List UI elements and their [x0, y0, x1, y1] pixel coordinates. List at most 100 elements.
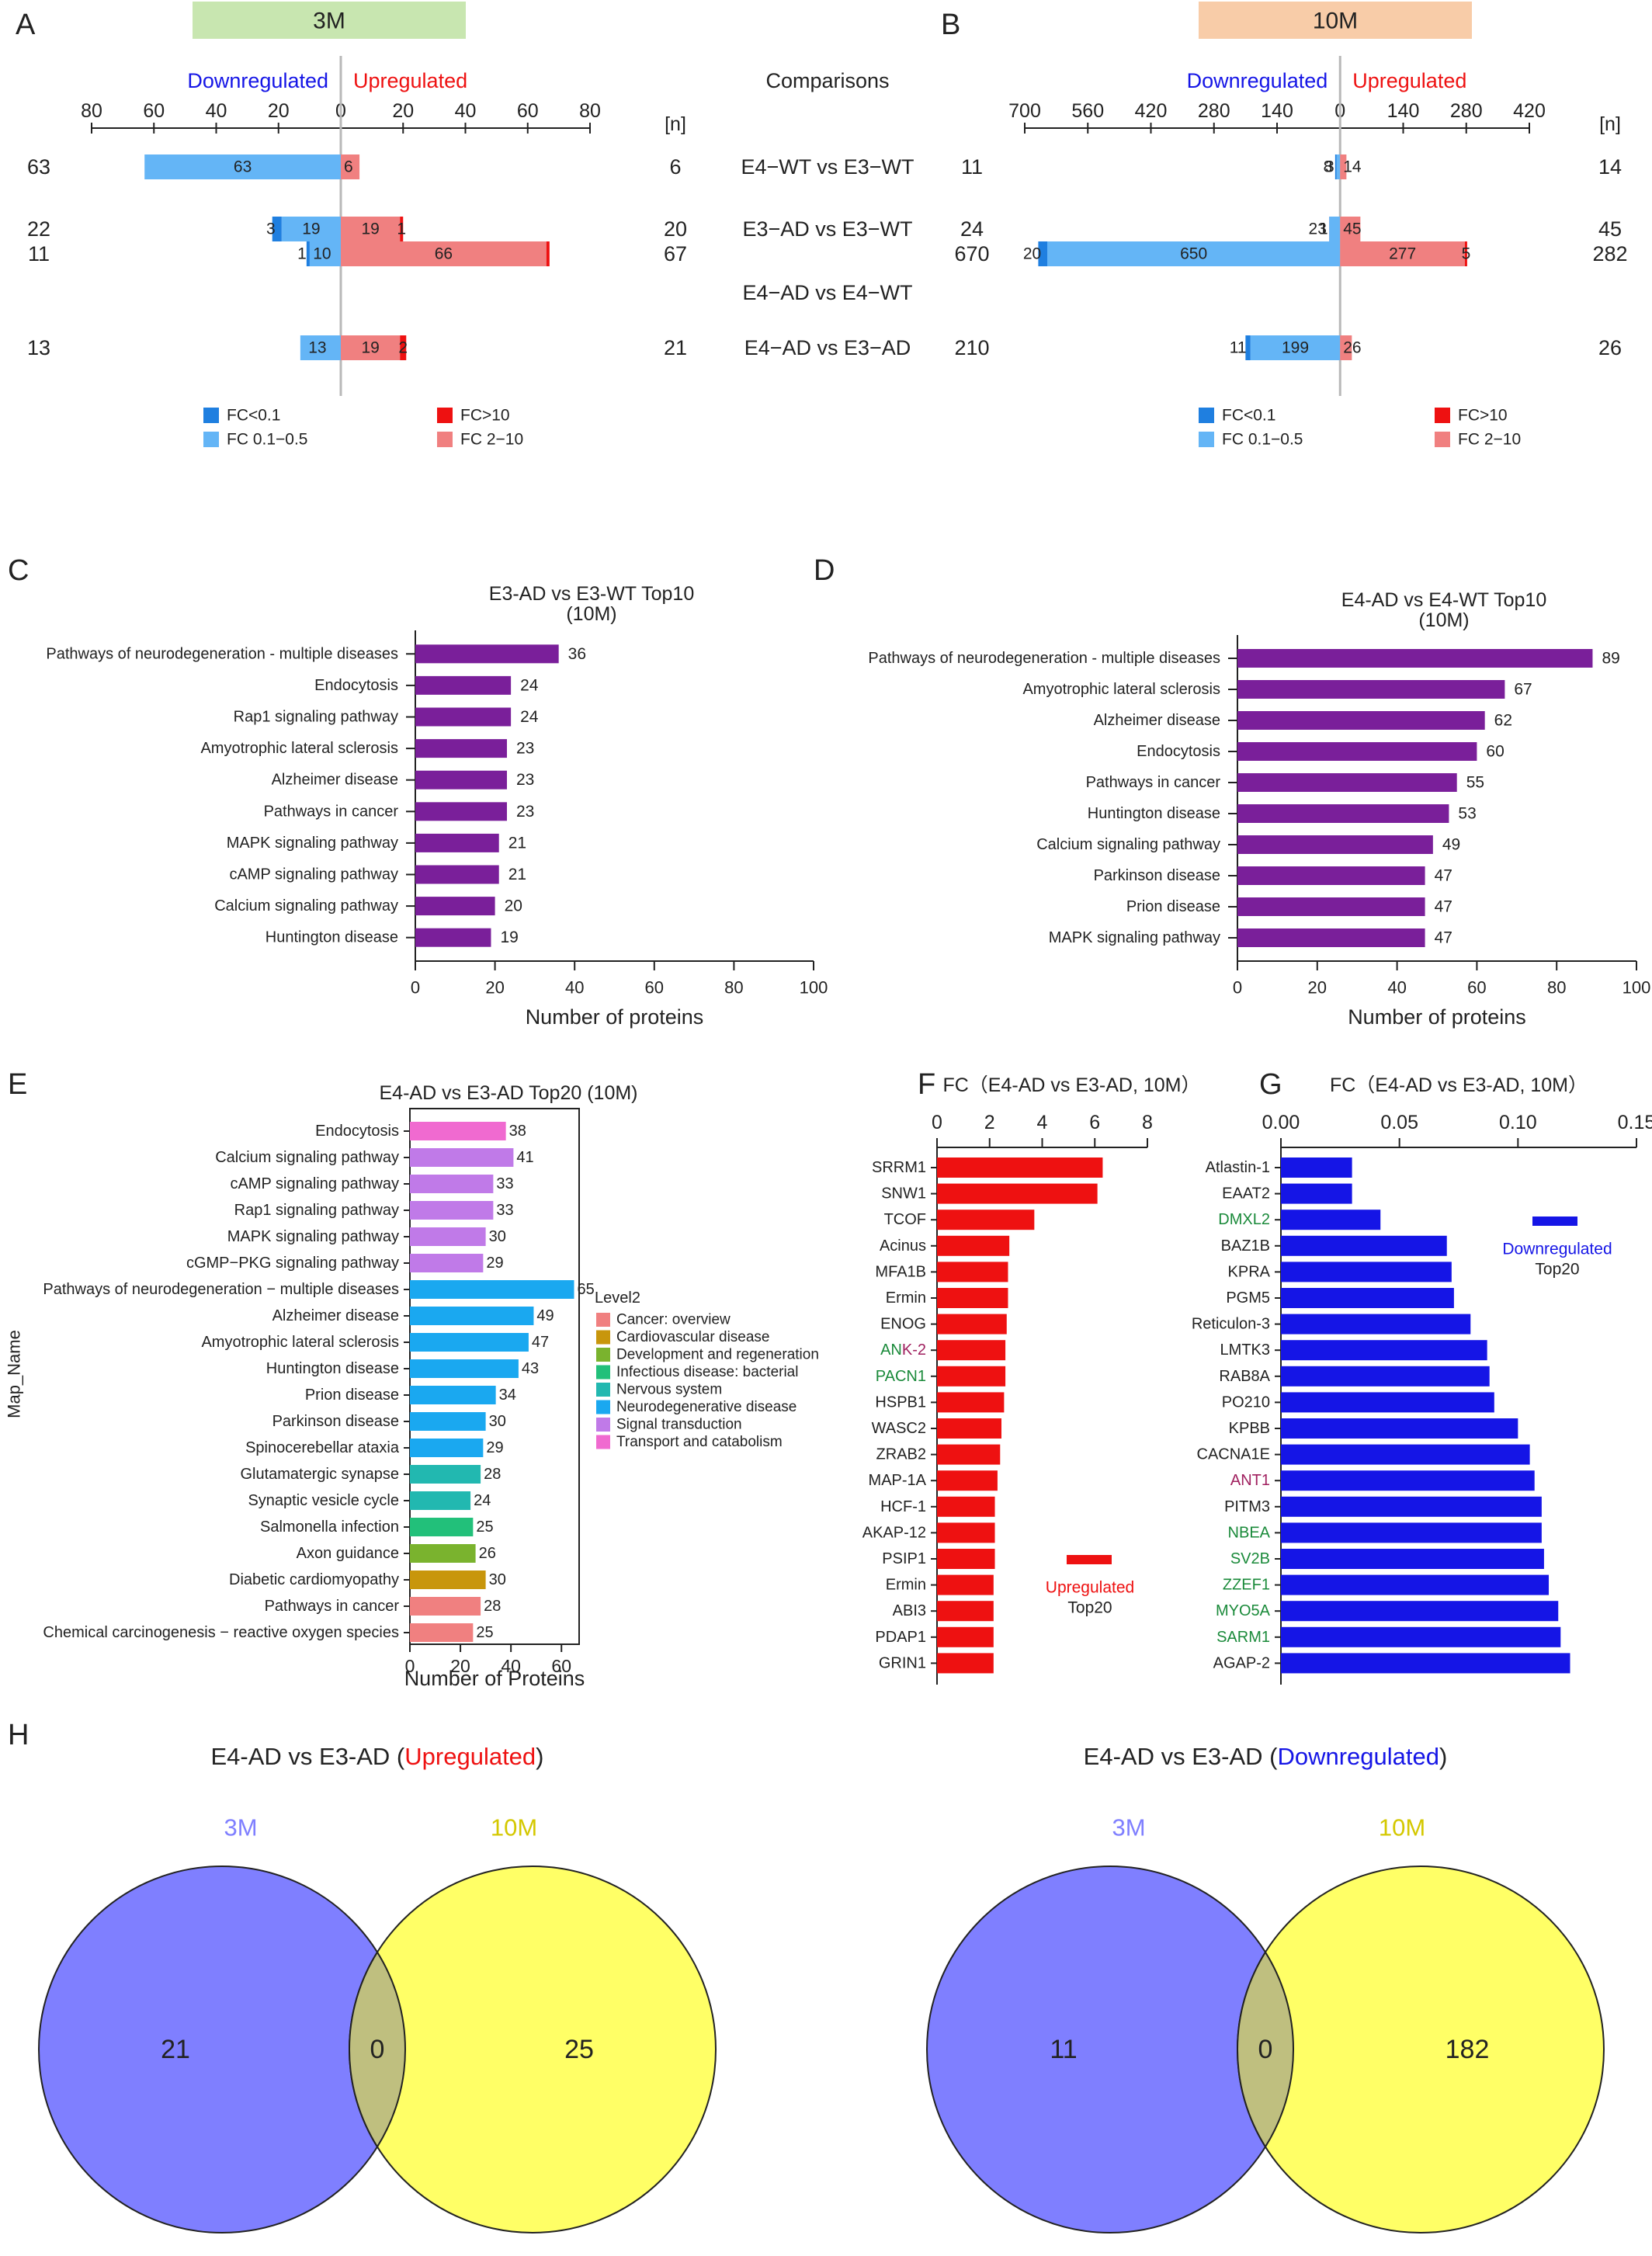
panel-e-bar — [410, 1597, 481, 1616]
panel-e-legend-swatch — [596, 1435, 610, 1449]
panel-b-legend-fc-gt-10: FC>10 — [1458, 407, 1508, 425]
panel-e-value-label: 26 — [479, 1545, 496, 1562]
panel-f-category-label: ANK-2 — [880, 1341, 926, 1359]
panel-c-value-label: 24 — [520, 676, 539, 694]
panel-d-value-label: 47 — [1435, 867, 1452, 885]
panel-c-value-label: 23 — [516, 740, 534, 758]
panel-d-x-tick-label: 0 — [1233, 978, 1242, 998]
panel-c-category-label: MAPK signaling pathway — [227, 835, 398, 852]
panel-c-category-label: Calcium signaling pathway — [214, 897, 398, 915]
panel-f-category-label: TCOF — [884, 1211, 926, 1228]
panel-g-bar — [1281, 1653, 1570, 1674]
panel-e-legend-swatch — [596, 1365, 610, 1380]
panel-f-bar — [937, 1626, 994, 1647]
panel-a-label-fc-0.1-0.5: 13 — [308, 339, 326, 357]
panel-f-category-label: AKAP-12 — [862, 1524, 926, 1541]
panel-c-value-label: 21 — [508, 834, 526, 852]
panel-b-bar-fc-2-10 — [1340, 217, 1361, 241]
panel-a-bar-fc-gt-10 — [400, 217, 404, 241]
panel-b-downregulated-label: Downregulated — [1187, 69, 1328, 92]
panel-g-category-label: KPBB — [1229, 1420, 1270, 1437]
panel-g-category-label: LMTK3 — [1220, 1341, 1270, 1359]
panel-a-label-fc-0.1-0.5: 10 — [313, 245, 331, 263]
panel-c-bar — [415, 802, 507, 821]
panel-e-legend-label: Development and regeneration — [616, 1347, 819, 1363]
panel-f-bar — [937, 1235, 1010, 1256]
panel-g-x-tick-label: 0.05 — [1380, 1112, 1418, 1133]
panel-e-value-label: 34 — [499, 1387, 516, 1404]
panel-e-bar — [410, 1201, 494, 1220]
panel-h-left-value-right-only: 25 — [564, 2035, 594, 2064]
panel-f-category-label: WASC2 — [872, 1420, 926, 1437]
panel-e-legend-label: Nervous system — [616, 1382, 722, 1398]
panel-a-bar-fc-gt-10 — [546, 241, 550, 266]
panel-letter-g: G — [1259, 1068, 1282, 1101]
panel-d-category-label: Pathways in cancer — [1086, 774, 1221, 791]
panel-e-value-label: 30 — [489, 1571, 506, 1588]
panel-e-legend-label: Signal transduction — [616, 1417, 742, 1433]
panel-a-bar-fc-2-10 — [341, 335, 401, 360]
panel-e-title: E4-AD vs E3-AD Top20 (10M) — [380, 1082, 638, 1104]
panel-a-label-fc-lt-0.1: 1 — [297, 245, 307, 263]
panel-h-right-set-label-left: 3M — [1112, 1814, 1145, 1841]
panel-f-bar — [937, 1549, 995, 1569]
panel-g-category-label: SARM1 — [1216, 1629, 1270, 1646]
panel-a-bar-fc-2-10 — [341, 154, 360, 179]
panel-g-legend-label: Downregulated — [1502, 1241, 1612, 1258]
panel-f-legend-label: Upregulated — [1046, 1579, 1134, 1597]
panel-b-label-fc-2-10: 45 — [1343, 220, 1361, 238]
panel-b-legend-fc-0.1-0.5: FC 0.1−0.5 — [1222, 431, 1303, 449]
panel-a-bar-fc-lt-0.1 — [272, 217, 282, 241]
comparisons-header: Comparisons — [765, 69, 889, 92]
panel-d-value-label: 47 — [1435, 929, 1452, 947]
panel-c-x-tick-label: 20 — [485, 978, 504, 998]
panel-f-bar — [937, 1158, 1103, 1178]
panel-letter-e: E — [8, 1068, 27, 1101]
panel-b-legend-fc-2-10: FC 2−10 — [1458, 431, 1521, 449]
panel-b-legend-swatch-fc-2-10 — [1435, 432, 1450, 447]
panel-f-bar — [937, 1496, 995, 1517]
panel-e-value-label: 25 — [476, 1518, 493, 1536]
panel-e-bar — [410, 1333, 529, 1352]
panel-h-left-title: E4-AD vs E3-AD (Upregulated) — [210, 1743, 543, 1770]
panel-e-category-label: Diabetic cardiomyopathy — [229, 1571, 399, 1588]
panel-e-y-axis-label: Map_Name — [5, 1330, 24, 1418]
panel-c-x-tick-label: 0 — [411, 978, 420, 998]
panel-b-n-header: [n] — [1599, 113, 1621, 135]
panel-c-bar — [415, 928, 491, 947]
panel-c-category-label: cAMP signaling pathway — [229, 866, 398, 883]
panel-a-downregulated-label: Downregulated — [187, 69, 328, 92]
panel-f-bar — [937, 1444, 1001, 1465]
panel-e-category-label: Synaptic vesicle cycle — [248, 1492, 399, 1509]
panel-e-bar — [410, 1280, 574, 1299]
panel-e-bar — [410, 1148, 514, 1167]
panel-g-category-label: ANT1 — [1230, 1472, 1270, 1489]
panel-b-axis-tick-label: 420 — [1135, 100, 1168, 122]
panel-e-category-label: Pathways of neurodegeneration − multiple… — [43, 1281, 399, 1298]
panel-b-label-fc-0.1-0.5: 23 — [1309, 220, 1327, 238]
panel-b-label-fc-lt-0.1: 3 — [1325, 158, 1334, 176]
panel-a-label-fc-gt-10: 2 — [398, 339, 408, 357]
panel-c-category-label: Huntington disease — [266, 929, 398, 946]
panel-a-axis-tick-label: 20 — [392, 100, 414, 122]
panel-e-category-label: Amyotrophic lateral sclerosis — [201, 1334, 399, 1351]
panel-e-legend-title: Level2 — [595, 1289, 640, 1307]
panel-a-bar-fc-0.1-0.5 — [281, 217, 341, 241]
panel-e-bar — [410, 1307, 534, 1325]
panel-e-bar — [410, 1544, 476, 1563]
panel-b-bar-fc-gt-10 — [1465, 241, 1467, 266]
panel-b-axis-tick-label: 700 — [1008, 100, 1041, 122]
panel-b-bar-fc-lt-0.1 — [1334, 154, 1337, 179]
panel-e-bar — [410, 1254, 484, 1272]
panel-c-value-label: 24 — [520, 708, 539, 726]
panel-f-x-tick-label: 0 — [932, 1112, 942, 1133]
panel-b-down-total: 210 — [954, 336, 989, 359]
panel-e-category-label: Parkinson disease — [272, 1413, 399, 1430]
panel-e-bar — [410, 1122, 506, 1140]
panel-c-subtitle: (10M) — [566, 603, 616, 625]
panel-e-value-label: 29 — [486, 1255, 503, 1272]
panel-f-bar — [937, 1210, 1035, 1230]
panel-d-value-label: 47 — [1435, 898, 1452, 916]
panel-g-category-label: SV2B — [1230, 1550, 1270, 1567]
panel-e-x-axis-label: Number of Proteins — [404, 1667, 585, 1690]
